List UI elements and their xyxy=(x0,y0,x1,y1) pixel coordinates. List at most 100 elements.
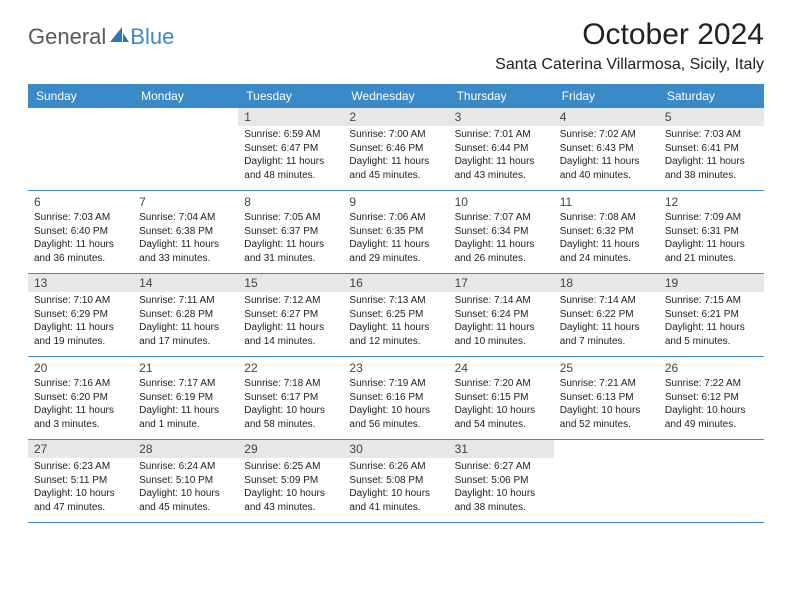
day-number: 31 xyxy=(449,440,554,458)
day-number: 12 xyxy=(665,195,758,209)
day-info: Sunrise: 7:08 AMSunset: 6:32 PMDaylight:… xyxy=(560,211,653,265)
day-info: Sunrise: 7:16 AMSunset: 6:20 PMDaylight:… xyxy=(34,377,127,431)
calendar-week-row: 20Sunrise: 7:16 AMSunset: 6:20 PMDayligh… xyxy=(28,357,764,440)
calendar-day-cell: 4 Sunrise: 7:02 AMSunset: 6:43 PMDaylight… xyxy=(554,108,659,190)
day-number: 13 xyxy=(28,274,133,292)
day-info: Sunrise: 7:18 AMSunset: 6:17 PMDaylight:… xyxy=(244,377,337,431)
day-info: Sunrise: 7:04 AMSunset: 6:38 PMDaylight:… xyxy=(139,211,232,265)
day-number: 17 xyxy=(449,274,554,292)
calendar-day-cell: 30 Sunrise: 6:26 AMSunset: 5:08 PMDayligh… xyxy=(343,440,448,522)
day-info: Sunrise: 6:26 AMSunset: 5:08 PMDaylight:… xyxy=(349,460,442,514)
calendar-day-cell: 3 Sunrise: 7:01 AMSunset: 6:44 PMDaylight… xyxy=(449,108,554,190)
weekday-header: Tuesday xyxy=(238,84,343,108)
weekday-header: Wednesday xyxy=(343,84,448,108)
day-info: Sunrise: 6:59 AMSunset: 6:47 PMDaylight:… xyxy=(244,128,337,182)
day-info: Sunrise: 7:17 AMSunset: 6:19 PMDaylight:… xyxy=(139,377,232,431)
calendar-day-cell: 27 Sunrise: 6:23 AMSunset: 5:11 PMDayligh… xyxy=(28,440,133,522)
day-number: 9 xyxy=(349,195,442,209)
day-number: 24 xyxy=(455,361,548,375)
day-number: 6 xyxy=(34,195,127,209)
day-number: 15 xyxy=(238,274,343,292)
day-number: 3 xyxy=(449,108,554,126)
weekday-header: Saturday xyxy=(659,84,764,108)
day-number: 23 xyxy=(349,361,442,375)
calendar-day-cell: 2 Sunrise: 7:00 AMSunset: 6:46 PMDaylight… xyxy=(343,108,448,190)
day-info: Sunrise: 7:01 AMSunset: 6:44 PMDaylight:… xyxy=(455,128,548,182)
calendar-day-cell: 20Sunrise: 7:16 AMSunset: 6:20 PMDayligh… xyxy=(28,357,133,439)
calendar-page: General Blue October 2024 Santa Caterina… xyxy=(0,0,792,541)
day-info: Sunrise: 7:00 AMSunset: 6:46 PMDaylight:… xyxy=(349,128,442,182)
calendar-day-cell: 15 Sunrise: 7:12 AMSunset: 6:27 PMDayligh… xyxy=(238,274,343,356)
calendar-day-cell: 31 Sunrise: 6:27 AMSunset: 5:06 PMDayligh… xyxy=(449,440,554,522)
day-number: 8 xyxy=(244,195,337,209)
calendar-week-row: 6Sunrise: 7:03 AMSunset: 6:40 PMDaylight… xyxy=(28,191,764,274)
weekday-header: Monday xyxy=(133,84,238,108)
calendar-day-cell: 8 Sunrise: 7:05 AMSunset: 6:37 PMDaylight… xyxy=(238,191,343,273)
day-info: Sunrise: 6:27 AMSunset: 5:06 PMDaylight:… xyxy=(455,460,548,514)
day-number: 14 xyxy=(133,274,238,292)
calendar-day-cell: 7 Sunrise: 7:04 AMSunset: 6:38 PMDaylight… xyxy=(133,191,238,273)
day-info: Sunrise: 6:25 AMSunset: 5:09 PMDaylight:… xyxy=(244,460,337,514)
calendar-week-row: 13Sunrise: 7:10 AMSunset: 6:29 PMDayligh… xyxy=(28,274,764,357)
calendar-day-cell: 14 Sunrise: 7:11 AMSunset: 6:28 PMDayligh… xyxy=(133,274,238,356)
day-info: Sunrise: 6:23 AMSunset: 5:11 PMDaylight:… xyxy=(34,460,127,514)
day-info: Sunrise: 7:03 AMSunset: 6:41 PMDaylight:… xyxy=(665,128,758,182)
day-info: Sunrise: 7:11 AMSunset: 6:28 PMDaylight:… xyxy=(139,294,232,348)
day-number: 22 xyxy=(244,361,337,375)
calendar-day-cell: 11 Sunrise: 7:08 AMSunset: 6:32 PMDayligh… xyxy=(554,191,659,273)
calendar-day-cell: 6Sunrise: 7:03 AMSunset: 6:40 PMDaylight… xyxy=(28,191,133,273)
logo-text-general: General xyxy=(28,24,106,50)
day-info: Sunrise: 7:14 AMSunset: 6:24 PMDaylight:… xyxy=(455,294,548,348)
day-number: 29 xyxy=(238,440,343,458)
day-info: Sunrise: 7:22 AMSunset: 6:12 PMDaylight:… xyxy=(665,377,758,431)
calendar-empty-cell xyxy=(28,108,133,190)
day-number: 7 xyxy=(139,195,232,209)
day-info: Sunrise: 6:24 AMSunset: 5:10 PMDaylight:… xyxy=(139,460,232,514)
calendar-day-cell: 29 Sunrise: 6:25 AMSunset: 5:09 PMDayligh… xyxy=(238,440,343,522)
calendar-empty-cell xyxy=(659,440,764,522)
day-info: Sunrise: 7:02 AMSunset: 6:43 PMDaylight:… xyxy=(560,128,653,182)
calendar-day-cell: 28 Sunrise: 6:24 AMSunset: 5:10 PMDayligh… xyxy=(133,440,238,522)
calendar-day-cell: 25 Sunrise: 7:21 AMSunset: 6:13 PMDayligh… xyxy=(554,357,659,439)
day-number: 28 xyxy=(133,440,238,458)
calendar-day-cell: 19Sunrise: 7:15 AMSunset: 6:21 PMDayligh… xyxy=(659,274,764,356)
day-info: Sunrise: 7:07 AMSunset: 6:34 PMDaylight:… xyxy=(455,211,548,265)
day-info: Sunrise: 7:12 AMSunset: 6:27 PMDaylight:… xyxy=(244,294,337,348)
day-number: 1 xyxy=(238,108,343,126)
day-number: 18 xyxy=(554,274,659,292)
day-number: 10 xyxy=(455,195,548,209)
calendar-day-cell: 1 Sunrise: 6:59 AMSunset: 6:47 PMDaylight… xyxy=(238,108,343,190)
day-number: 16 xyxy=(343,274,448,292)
calendar-day-cell: 26Sunrise: 7:22 AMSunset: 6:12 PMDayligh… xyxy=(659,357,764,439)
calendar-empty-cell xyxy=(133,108,238,190)
day-info: Sunrise: 7:06 AMSunset: 6:35 PMDaylight:… xyxy=(349,211,442,265)
calendar-day-cell: 5 Sunrise: 7:03 AMSunset: 6:41 PMDaylight… xyxy=(659,108,764,190)
day-number: 27 xyxy=(28,440,133,458)
calendar-day-cell: 24 Sunrise: 7:20 AMSunset: 6:15 PMDayligh… xyxy=(449,357,554,439)
location-subtitle: Santa Caterina Villarmosa, Sicily, Italy xyxy=(495,56,764,74)
weekday-header: Thursday xyxy=(449,84,554,108)
calendar-day-cell: 10 Sunrise: 7:07 AMSunset: 6:34 PMDayligh… xyxy=(449,191,554,273)
calendar-grid: Sunday Monday Tuesday Wednesday Thursday… xyxy=(28,84,764,523)
day-number: 5 xyxy=(659,108,764,126)
day-number: 4 xyxy=(554,108,659,126)
day-number: 2 xyxy=(343,108,448,126)
calendar-day-cell: 21 Sunrise: 7:17 AMSunset: 6:19 PMDayligh… xyxy=(133,357,238,439)
calendar-day-cell: 16Sunrise: 7:13 AMSunset: 6:25 PMDayligh… xyxy=(343,274,448,356)
page-header: General Blue October 2024 Santa Caterina… xyxy=(28,18,764,74)
month-title: October 2024 xyxy=(495,18,764,52)
calendar-week-row: 27 Sunrise: 6:23 AMSunset: 5:11 PMDayligh… xyxy=(28,440,764,523)
day-info: Sunrise: 7:15 AMSunset: 6:21 PMDaylight:… xyxy=(665,294,758,348)
logo: General Blue xyxy=(28,18,174,50)
day-number: 30 xyxy=(343,440,448,458)
calendar-empty-cell xyxy=(554,440,659,522)
day-info: Sunrise: 7:05 AMSunset: 6:37 PMDaylight:… xyxy=(244,211,337,265)
day-info: Sunrise: 7:20 AMSunset: 6:15 PMDaylight:… xyxy=(455,377,548,431)
day-number: 25 xyxy=(560,361,653,375)
day-info: Sunrise: 7:21 AMSunset: 6:13 PMDaylight:… xyxy=(560,377,653,431)
day-info: Sunrise: 7:19 AMSunset: 6:16 PMDaylight:… xyxy=(349,377,442,431)
logo-text-blue: Blue xyxy=(130,24,174,50)
day-info: Sunrise: 7:14 AMSunset: 6:22 PMDaylight:… xyxy=(560,294,653,348)
day-number: 11 xyxy=(560,195,653,209)
day-number: 21 xyxy=(139,361,232,375)
